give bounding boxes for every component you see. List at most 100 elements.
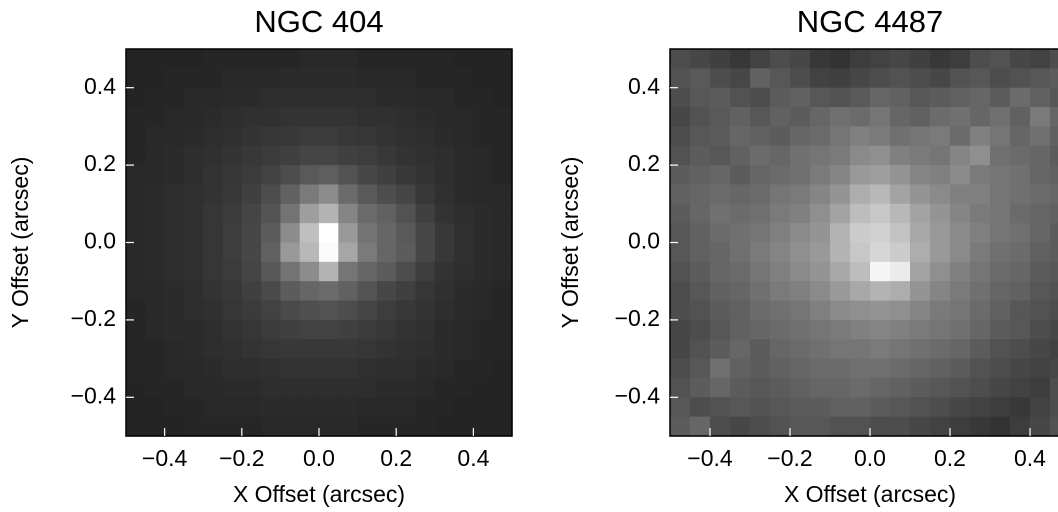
pixel xyxy=(950,242,971,263)
pixel xyxy=(126,184,146,205)
pixel xyxy=(710,223,731,244)
pixel xyxy=(415,339,436,360)
pixel xyxy=(690,126,711,147)
pixel xyxy=(454,223,474,244)
pixel xyxy=(183,377,204,398)
pixel xyxy=(910,397,931,418)
pixel xyxy=(376,126,397,147)
pixel xyxy=(990,281,1011,302)
pixel xyxy=(434,87,455,108)
pixel xyxy=(434,261,455,282)
pixel xyxy=(770,397,791,418)
pixel xyxy=(454,281,474,302)
pixel xyxy=(890,49,911,69)
pixel xyxy=(473,281,494,302)
pixel xyxy=(1030,242,1051,263)
pixel xyxy=(950,165,971,186)
pixel xyxy=(890,68,911,89)
pixel xyxy=(222,281,243,302)
pixel xyxy=(890,339,911,360)
pixel xyxy=(670,68,691,89)
pixel xyxy=(492,242,513,263)
pixel xyxy=(1010,49,1031,69)
pixel xyxy=(730,126,751,147)
pixel xyxy=(910,300,931,321)
pixel xyxy=(1010,319,1031,340)
pixel xyxy=(280,165,301,186)
pixel xyxy=(1010,126,1031,147)
pixel xyxy=(910,358,931,379)
pixel xyxy=(183,203,204,224)
pixel xyxy=(222,300,243,321)
pixel xyxy=(203,319,224,340)
pixel xyxy=(930,242,951,263)
pixel xyxy=(690,416,711,437)
pixel xyxy=(183,165,204,186)
pixel xyxy=(670,87,691,108)
pixel xyxy=(126,261,146,282)
pixel xyxy=(950,319,971,340)
pixel xyxy=(790,397,811,418)
pixel xyxy=(810,126,831,147)
pixel xyxy=(396,107,417,127)
pixel xyxy=(990,242,1011,263)
pixel xyxy=(890,319,911,340)
pixel xyxy=(299,49,320,69)
pixel xyxy=(241,87,262,108)
pixel xyxy=(203,145,224,166)
pixel xyxy=(710,203,731,224)
pixel xyxy=(850,358,871,379)
pixel xyxy=(203,377,224,398)
pixel xyxy=(810,261,831,282)
pixel xyxy=(299,145,320,166)
pixel xyxy=(990,184,1011,205)
pixel xyxy=(261,242,281,263)
pixel xyxy=(319,319,339,340)
pixel xyxy=(299,126,320,147)
pixel xyxy=(930,377,951,398)
pixel xyxy=(396,68,417,89)
pixel xyxy=(890,126,911,147)
pixel xyxy=(910,184,931,205)
pixel xyxy=(415,49,436,69)
pixel xyxy=(473,377,494,398)
pixel xyxy=(396,281,417,302)
pixel xyxy=(690,377,711,398)
pixel xyxy=(357,184,378,205)
pixel xyxy=(473,300,494,321)
pixel xyxy=(126,107,146,127)
pixel xyxy=(319,416,339,437)
pixel xyxy=(870,126,891,147)
pixel xyxy=(950,87,971,108)
pixel xyxy=(473,165,494,186)
pixel xyxy=(690,184,711,205)
pixel xyxy=(396,87,417,108)
pixel xyxy=(319,49,339,69)
pixel xyxy=(870,223,891,244)
pixel xyxy=(750,319,771,340)
pixel xyxy=(990,87,1011,108)
pixel xyxy=(396,165,417,186)
pixel xyxy=(261,68,281,89)
pixel xyxy=(357,416,378,437)
pixel xyxy=(473,184,494,205)
pixel xyxy=(930,145,951,166)
pixel xyxy=(790,377,811,398)
pixel xyxy=(319,377,339,398)
pixel xyxy=(241,68,262,89)
pixel xyxy=(261,377,281,398)
pixel xyxy=(183,300,204,321)
pixel xyxy=(164,261,185,282)
pixel xyxy=(164,397,185,418)
pixel xyxy=(376,377,397,398)
pixel xyxy=(1050,87,1058,108)
x-tick-label: 0.0 xyxy=(854,445,886,471)
pixel xyxy=(750,358,771,379)
pixel xyxy=(850,184,871,205)
pixel xyxy=(164,319,185,340)
pixel xyxy=(319,165,339,186)
pixel xyxy=(750,49,771,69)
pixel xyxy=(990,203,1011,224)
pixel xyxy=(830,145,851,166)
pixel xyxy=(970,339,991,360)
